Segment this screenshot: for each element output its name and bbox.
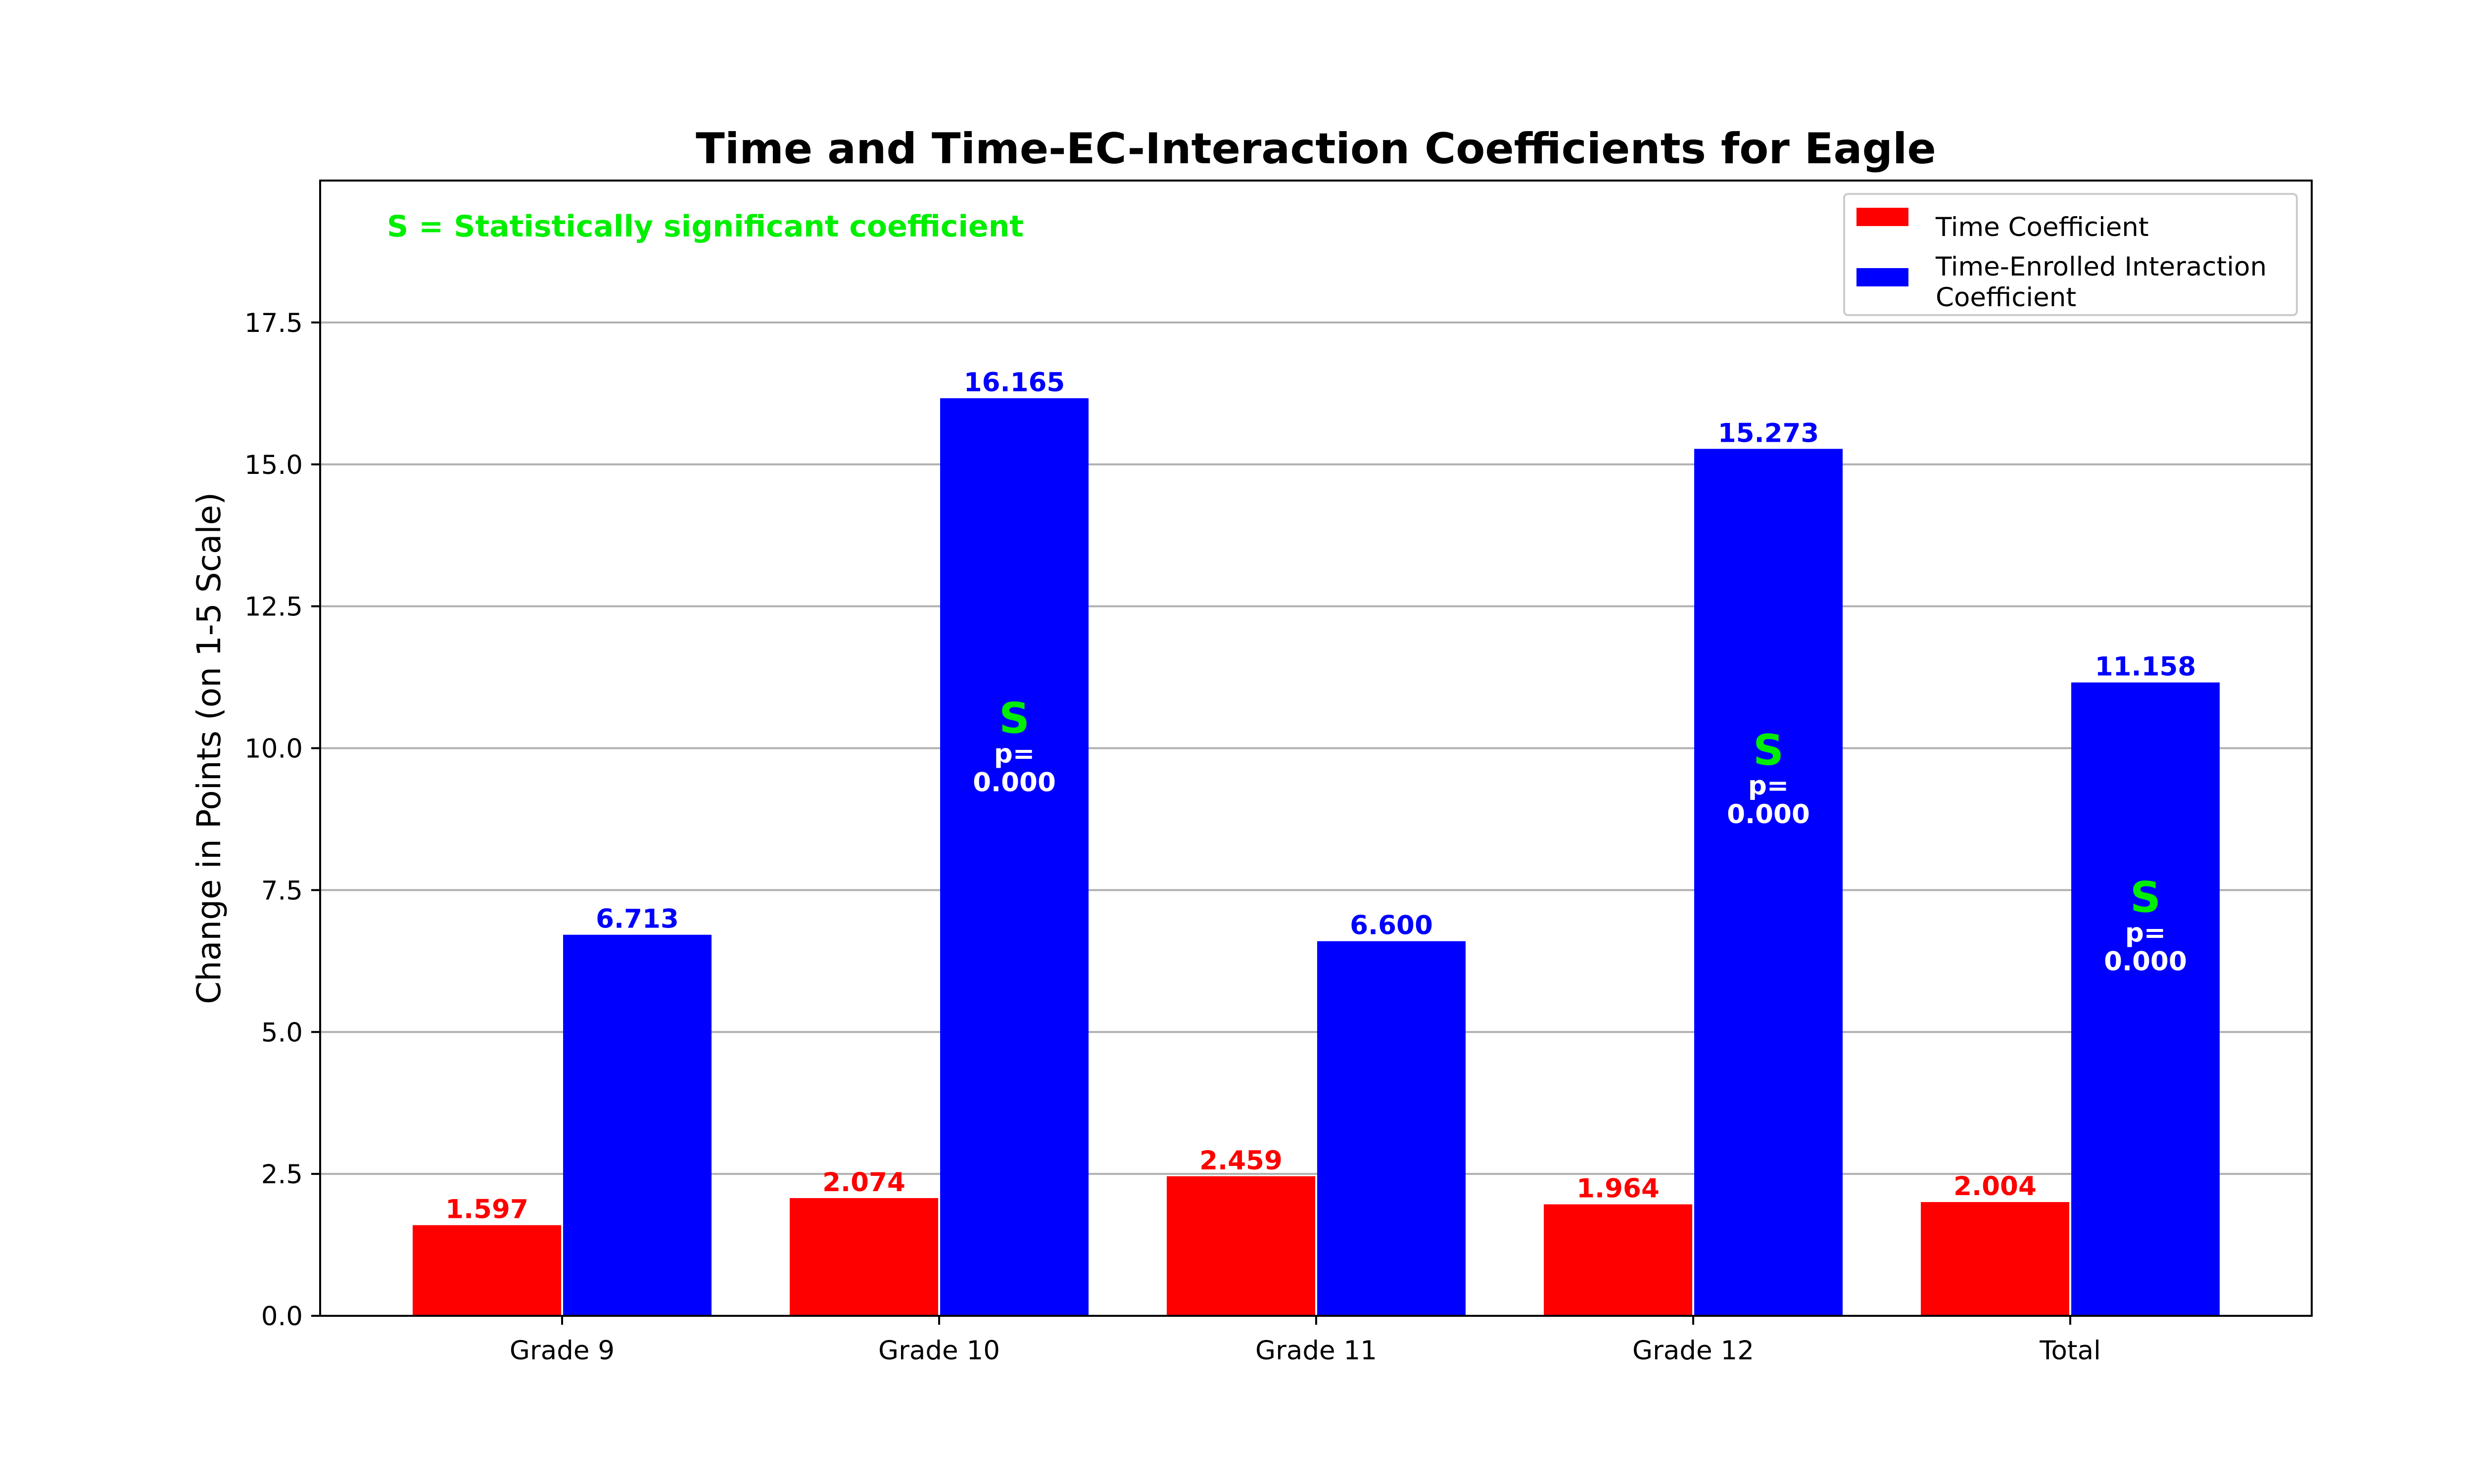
significance-note: S = Statistically significant coefficien… (387, 209, 1024, 244)
y-tick-label: 0.0 (261, 1301, 303, 1332)
time-coefficient-bar (413, 1225, 561, 1316)
interaction-coefficient-bar (1317, 941, 1466, 1316)
y-tick-label: 17.5 (244, 308, 303, 338)
bar-value-label: 2.074 (822, 1167, 905, 1198)
legend-swatch (1856, 208, 1908, 226)
bar-value-label: 1.597 (445, 1195, 528, 1225)
interaction-coefficient-bar (1694, 449, 1843, 1316)
time-coefficient-bar (1921, 1202, 2069, 1316)
y-tick-label: 2.5 (261, 1159, 303, 1190)
bar-value-label: 11.158 (2095, 652, 2196, 682)
interaction-coefficient-bar (2071, 682, 2220, 1316)
interaction-coefficient-bar (563, 934, 712, 1316)
x-tick-label: Grade 11 (1255, 1336, 1377, 1366)
y-tick-label: 15.0 (244, 450, 303, 480)
legend: Time Coefficient Time-Enrolled Interactio… (1843, 193, 2298, 316)
x-tick-label: Grade 9 (510, 1336, 615, 1366)
chart-title: Time and Time-EC-Interaction Coefficient… (696, 124, 1936, 174)
legend-label: Time-Enrolled Interaction Coefficient (1935, 252, 2267, 313)
legend-swatch (1856, 268, 1908, 286)
bar-value-label: 6.713 (596, 904, 679, 934)
bar-value-label: 2.459 (1199, 1146, 1283, 1176)
significance-marker: S (1753, 726, 1784, 775)
bar-value-label: 1.964 (1576, 1174, 1660, 1204)
significance-marker: S (2130, 873, 2161, 922)
y-tick-label: 5.0 (261, 1018, 303, 1048)
bar-value-label: 16.165 (964, 368, 1065, 398)
p-value-label: p= (994, 739, 1035, 769)
interaction-coefficient-bar (940, 398, 1089, 1316)
time-coefficient-bar (1544, 1204, 1692, 1316)
x-tick-label: Grade 12 (1632, 1336, 1754, 1366)
y-tick-label: 7.5 (261, 876, 303, 906)
time-coefficient-bar (1167, 1176, 1315, 1316)
legend-box (1843, 193, 2298, 316)
p-value-label: 0.000 (1727, 799, 1810, 830)
bar-value-label: 15.273 (1718, 418, 1819, 448)
x-tick-label: Grade 10 (878, 1336, 1000, 1366)
legend-label: Time Coefficient (1935, 212, 2149, 242)
time-coefficient-bar (790, 1198, 938, 1316)
bar-value-label: 6.600 (1350, 911, 1433, 941)
p-value-label: 0.000 (2104, 946, 2187, 976)
data-labels: 1.5976.7132.07416.165Sp=0.0002.4596.6001… (445, 368, 2196, 1225)
axis-ticks: 0.0 2.5 5.0 7.5 10.0 12.5 15.0 17.5 Grade 9 Grade… (244, 308, 2101, 1366)
bars (413, 398, 2220, 1316)
p-value-label: p= (2125, 918, 2166, 948)
p-value-label: p= (1748, 771, 1789, 801)
significance-marker: S (999, 694, 1030, 743)
y-tick-label: 12.5 (244, 592, 303, 622)
x-tick-label: Total (2039, 1336, 2101, 1366)
y-tick-label: 10.0 (244, 734, 303, 764)
y-axis-label: Change in Points (on 1-5 Scale) (190, 492, 228, 1004)
p-value-label: 0.000 (973, 767, 1056, 797)
bar-value-label: 2.004 (1953, 1171, 2037, 1202)
